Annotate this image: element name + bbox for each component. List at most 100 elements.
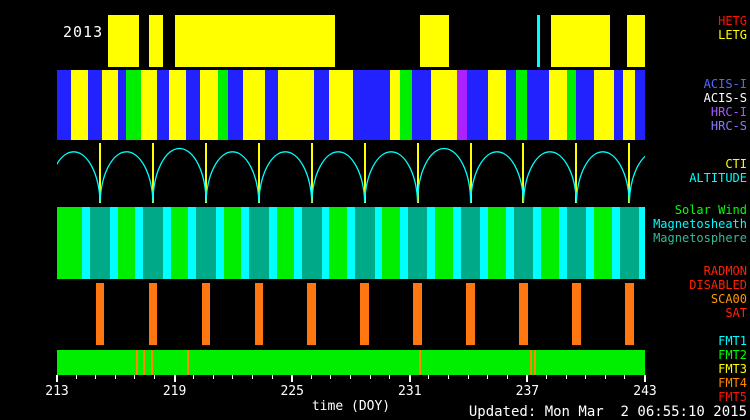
radmon-seg-radmon-disabled: [254, 283, 264, 345]
region-seg-magnetosheath: [109, 207, 118, 279]
label-hrc-s: HRC-S: [710, 119, 747, 133]
radmon-seg-radmon-disabled: [148, 283, 158, 345]
region-seg-magnetosphere: [566, 207, 587, 279]
band-magnetic-region: [57, 207, 645, 279]
axis-minor-tick: [153, 375, 155, 379]
radmon-seg-radmon-disabled: [307, 283, 317, 345]
labels-radmon: RADMON DISABLED SCA00 SAT: [648, 264, 747, 320]
radmon-seg-radmon-disabled: [201, 283, 211, 345]
orbit-marker: [628, 143, 631, 203]
orbit-marker: [575, 143, 578, 203]
axis-minor-tick: [604, 375, 606, 379]
label-fmt4: FMT4: [718, 376, 747, 390]
labels-gratings: HETG LETG: [648, 14, 747, 42]
instruments-seg-acis-s: [548, 70, 567, 140]
label-acis-s: ACIS-S: [703, 91, 747, 105]
region-seg-magnetosphere: [143, 207, 163, 279]
region-seg-magnetosheath: [505, 207, 514, 279]
instruments-seg-acis-i: [57, 70, 71, 140]
region-seg-magnetosheath: [558, 207, 567, 279]
instruments-seg-hrc-s: [125, 70, 142, 140]
radmon-seg-radmon-disabled: [466, 283, 475, 345]
band-telemetry-format: [57, 350, 645, 375]
label-magnetosphere: Magnetosphere: [653, 231, 747, 245]
x-axis-title: time (DOY): [311, 399, 391, 414]
instruments-seg-hrc-s: [566, 70, 577, 140]
radmon-seg-radmon-disabled: [625, 283, 634, 345]
label-cti: CTI: [725, 157, 747, 171]
labels-magnetic-region: Solar Wind Magnetosheath Magnetosphere: [648, 203, 747, 245]
instruments-seg-acis-s: [431, 70, 457, 140]
label-solar-wind: Solar Wind: [674, 203, 747, 217]
band-gratings: [57, 15, 645, 67]
instruments-seg-acis-i: [117, 70, 126, 140]
instruments-seg-acis-s: [102, 70, 118, 140]
instruments-seg-acis-s: [168, 70, 187, 140]
label-hetg: HETG: [718, 14, 747, 28]
label-magnetosheath: Magnetosheath: [653, 217, 747, 231]
gratings-seg-letg: [627, 15, 645, 67]
axis-minor-tick: [330, 375, 332, 379]
region-seg-magnetosphere: [196, 207, 216, 279]
instruments-seg-acis-i: [352, 70, 391, 140]
region-seg-magnetosheath: [268, 207, 277, 279]
region-seg-magnetosheath: [135, 207, 144, 279]
region-seg-magnetosphere: [619, 207, 640, 279]
orbit-marker: [310, 143, 313, 203]
axis-minor-tick: [565, 375, 567, 379]
radmon-seg-radmon-disabled: [95, 283, 105, 345]
labels-instruments: ACIS-I ACIS-S HRC-I HRC-S: [648, 77, 747, 133]
axis-tick-label: 231: [398, 384, 422, 399]
axis-minor-tick: [350, 375, 351, 379]
instruments-seg-acis-s: [141, 70, 157, 140]
gratings-seg-letg: [550, 15, 610, 67]
axis-minor-tick: [428, 375, 430, 379]
instruments-seg-hrc-s: [217, 70, 228, 140]
telemetry-marker: [418, 350, 421, 375]
region-seg-magnetosphere: [407, 207, 428, 279]
instruments-seg-hrc-i: [456, 70, 467, 140]
axis-minor-tick: [114, 375, 116, 379]
axis-major-tick: [408, 375, 411, 382]
region-seg-magnetosphere: [302, 207, 322, 279]
region-seg-magnetosphere: [513, 207, 534, 279]
instruments-seg-acis-s: [488, 70, 506, 140]
instruments-seg-acis-i: [576, 70, 595, 140]
region-seg-magnetosheath: [611, 207, 620, 279]
instruments-seg-acis-s: [70, 70, 89, 140]
label-fmt5: FMT5: [718, 390, 747, 404]
telemetry-marker: [534, 350, 537, 375]
label-letg: LETG: [718, 28, 747, 42]
updated-timestamp: Updated: Mon Mar 2 06:55:10 2015: [468, 404, 747, 420]
axis-minor-tick: [271, 375, 273, 379]
band-instruments: [57, 70, 645, 140]
axis-minor-tick: [447, 375, 449, 379]
axis-tick-label: 237: [515, 384, 540, 399]
axis-minor-tick: [585, 375, 587, 379]
axis-minor-tick: [389, 375, 391, 379]
axis-major-tick: [173, 375, 176, 382]
axis-major-tick: [644, 375, 646, 382]
telemetry-marker: [187, 350, 190, 375]
band-radmon: [57, 283, 645, 345]
instruments-seg-acis-i: [88, 70, 103, 140]
region-seg-magnetosheath: [374, 207, 383, 279]
label-radmon: RADMON: [703, 264, 747, 278]
instruments-seg-acis-i: [527, 70, 549, 140]
telemetry-marker: [151, 350, 154, 375]
axis-tick-label: 213: [45, 384, 69, 399]
region-seg-magnetosheath: [162, 207, 171, 279]
orbit-marker: [363, 143, 366, 203]
axis-minor-tick: [487, 375, 489, 379]
instruments-seg-acis-s: [623, 70, 636, 140]
label-fmt1: FMT1: [718, 334, 747, 348]
axis-minor-tick: [369, 375, 371, 379]
instruments-seg-acis-s: [594, 70, 614, 140]
axis-tick-label: 225: [280, 384, 304, 399]
instruments-seg-acis-i: [227, 70, 244, 140]
region-seg-magnetosheath: [427, 207, 436, 279]
label-disabled: DISABLED: [689, 278, 747, 292]
x-axis: 213 219 225 231 237 243: [45, 375, 657, 407]
altitude-curve: [57, 147, 645, 203]
